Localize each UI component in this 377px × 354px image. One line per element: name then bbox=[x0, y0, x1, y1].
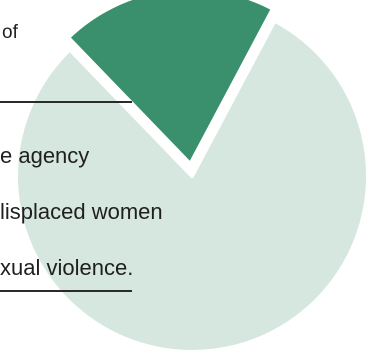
text-fragment-top: of bbox=[2, 22, 18, 43]
text-line-2: lisplaced women bbox=[0, 199, 163, 224]
pie-slice-2 bbox=[66, 0, 275, 167]
text-line-3: xual violence. bbox=[0, 255, 134, 280]
text-line-1: e agency bbox=[0, 143, 90, 168]
divider-top bbox=[0, 101, 132, 103]
divider-bottom bbox=[0, 290, 132, 292]
pie-slice-1 bbox=[14, 18, 370, 354]
